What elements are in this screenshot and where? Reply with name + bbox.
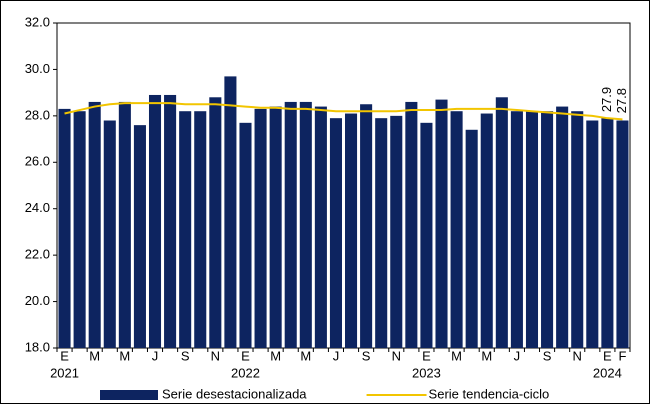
x-tick-label: S (543, 348, 552, 363)
x-tick-label: M (451, 348, 462, 363)
x-tick-label: M (300, 348, 311, 363)
bar (118, 101, 131, 348)
bar (314, 106, 327, 348)
y-tick-label: 22.0 (25, 247, 50, 262)
bar (390, 115, 403, 348)
bar (103, 120, 116, 348)
y-tick-label: 30.0 (25, 61, 50, 76)
bar (133, 125, 146, 349)
x-tick-label: S (181, 348, 190, 363)
bar (269, 106, 282, 348)
bar (541, 111, 554, 348)
bar (420, 122, 433, 348)
y-tick-label: 28.0 (25, 107, 50, 122)
x-tick-label: J (514, 348, 521, 363)
bar (254, 108, 267, 349)
data-label: 27.9 (599, 87, 614, 112)
bar (194, 111, 207, 348)
bar (616, 120, 629, 348)
bar (525, 111, 539, 348)
bar (556, 106, 569, 348)
bar (586, 120, 599, 348)
bar (88, 101, 101, 348)
x-tick-label: N (573, 348, 582, 363)
bar (58, 108, 71, 349)
x-tick-label: M (89, 348, 100, 363)
bar (435, 99, 448, 348)
bar (284, 101, 297, 348)
bar (209, 97, 222, 349)
bar (375, 118, 388, 348)
bar (405, 101, 418, 348)
bar (164, 94, 177, 348)
bar (329, 118, 342, 348)
x-tick-label: M (270, 348, 281, 363)
year-label: 2022 (231, 365, 260, 380)
x-tick-label: E (603, 348, 612, 363)
x-tick-label: E (60, 348, 69, 363)
x-tick-label: M (481, 348, 492, 363)
year-label: 2024 (593, 365, 622, 380)
bar (179, 111, 192, 348)
y-tick-label: 26.0 (25, 154, 50, 169)
y-tick-label: 20.0 (25, 293, 50, 308)
bar (299, 101, 312, 348)
legend-label: Serie desestacionalizada (162, 386, 307, 401)
x-tick-label: M (119, 348, 130, 363)
bar (345, 113, 358, 349)
bar (239, 122, 252, 348)
bar (571, 111, 584, 348)
bar (73, 111, 86, 348)
x-tick-label: F (618, 348, 626, 363)
bar (224, 76, 237, 349)
x-tick-label: N (392, 348, 401, 363)
x-tick-label: J (152, 348, 159, 363)
bar (148, 94, 162, 348)
data-label: 27.8 (614, 88, 629, 113)
x-tick-label: S (362, 348, 371, 363)
year-label: 2023 (412, 365, 441, 380)
bar (465, 129, 478, 348)
bar (510, 111, 523, 348)
y-tick-label: 18.0 (25, 339, 50, 354)
x-tick-label: E (422, 348, 431, 363)
y-tick-label: 24.0 (25, 200, 50, 215)
bar (601, 118, 614, 348)
x-tick-label: E (241, 348, 250, 363)
bar (495, 97, 508, 349)
year-label: 2021 (50, 365, 79, 380)
x-tick-label: J (333, 348, 340, 363)
bar (450, 111, 463, 348)
x-tick-label: N (211, 348, 220, 363)
legend-swatch (100, 390, 158, 400)
bar (360, 104, 373, 348)
legend-label: Serie tendencia-ciclo (429, 386, 550, 401)
trend-line (64, 102, 623, 121)
y-tick-label: 32.0 (25, 14, 50, 29)
bar (480, 113, 493, 349)
